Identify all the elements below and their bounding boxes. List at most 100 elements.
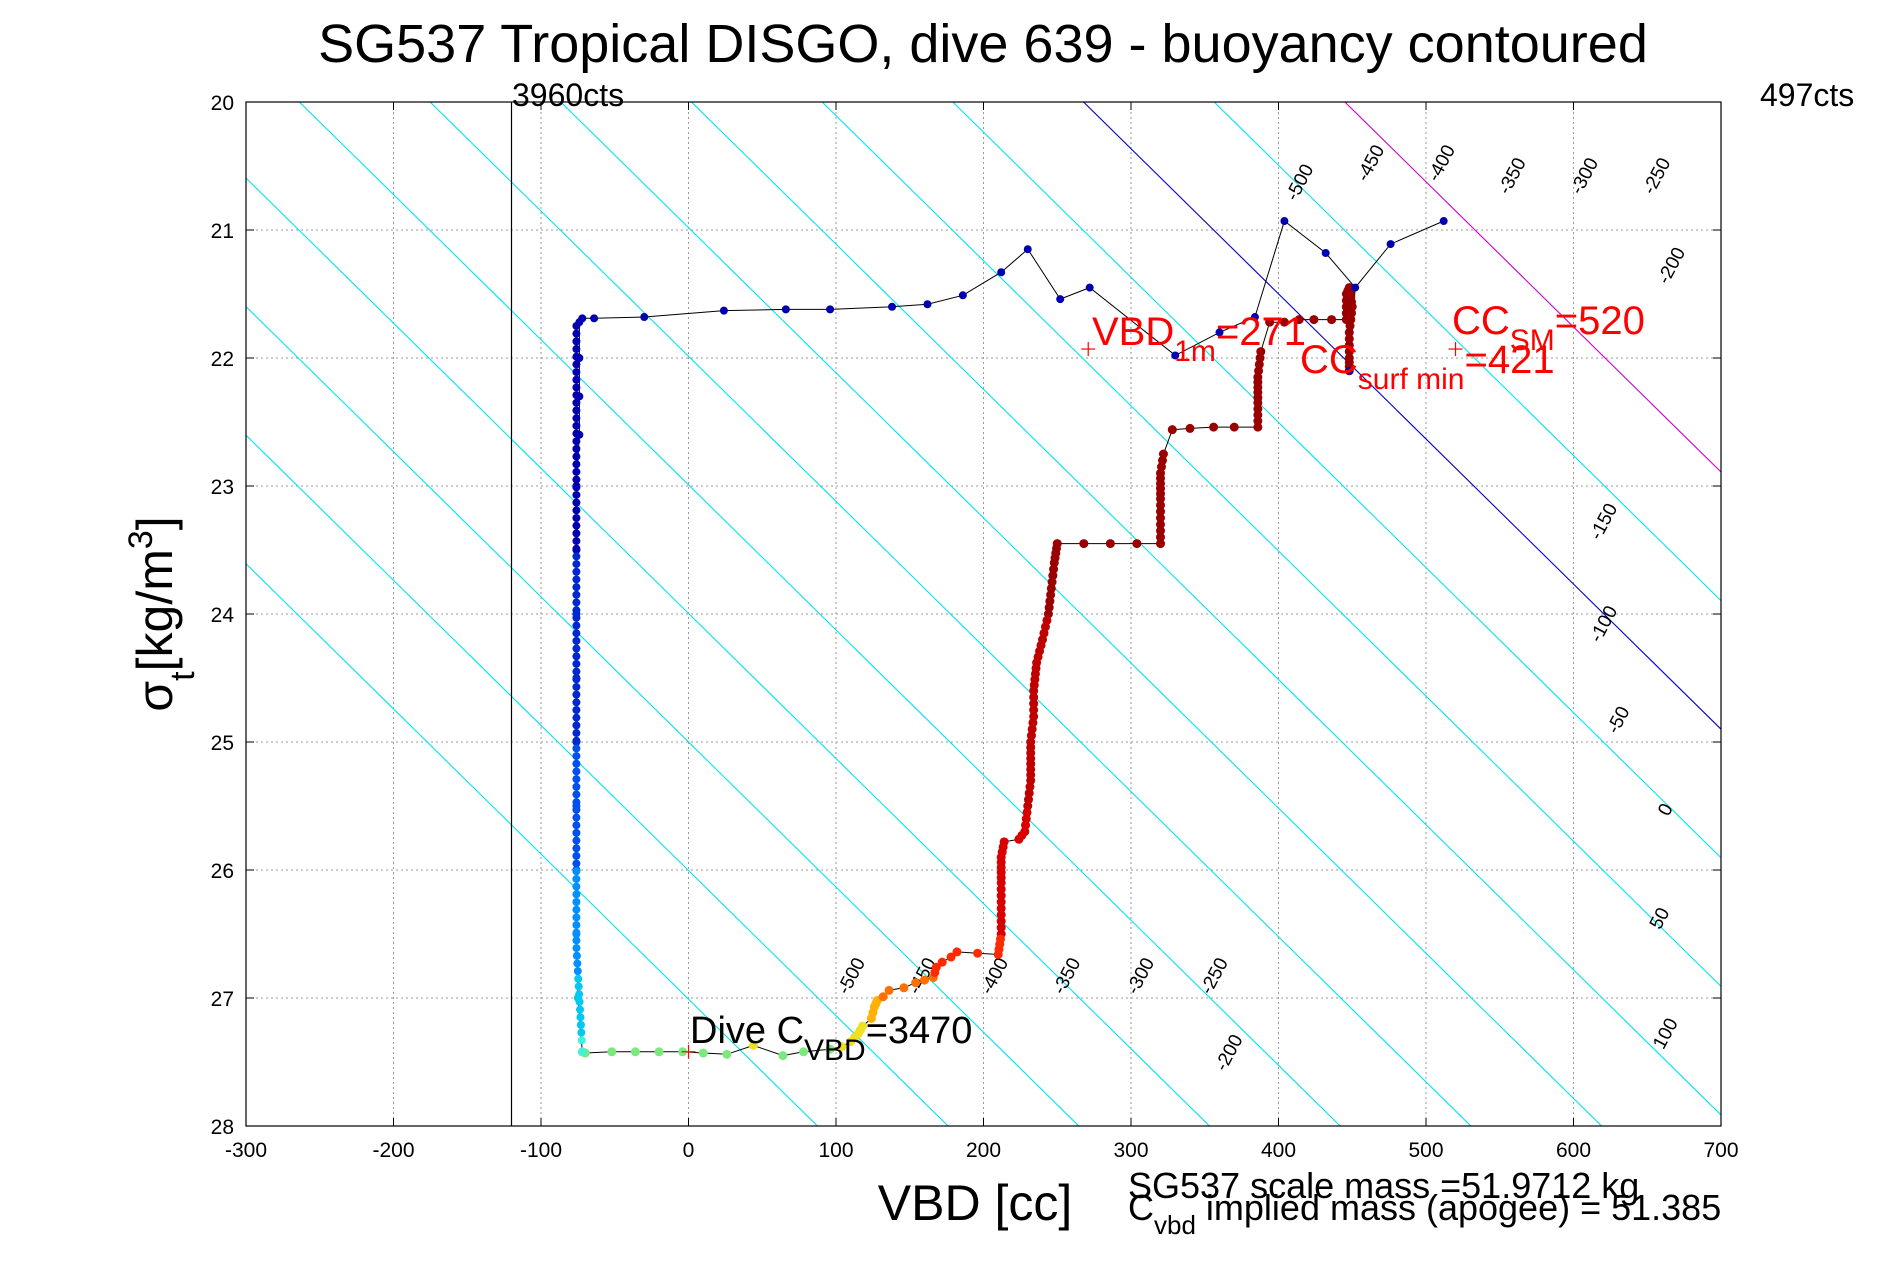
y-tick-label: 25 [211,732,234,755]
climb-point [575,997,584,1006]
descent-point [930,967,940,977]
contour-line [246,434,949,1126]
x-tick-label: 300 [1113,1139,1148,1162]
climb-point [1250,313,1259,322]
cc-sm-annotation: CCSM=520 [1452,299,1645,357]
descent-point [1345,321,1355,331]
descent-point [1157,455,1167,465]
cc-sm-value: =520 [1555,299,1645,343]
contour-line [1082,102,1721,730]
y-axis-label-sup: 3 [122,530,160,549]
cc-surf-main: CC [1300,338,1358,382]
climb-point [958,291,967,300]
climb-point [572,706,581,714]
vbd-1m-sub: 1m [1174,335,1216,368]
climb-point [577,1028,586,1037]
climb-point [572,414,581,423]
descent-point [996,857,1006,867]
vbd-1m-main: VBD [1092,310,1174,354]
implied-sub: vbd [1154,1210,1196,1240]
y-tick-label: 21 [211,220,234,243]
climb-point [572,928,581,937]
dive-c-main: Dive C [690,1010,804,1052]
climb-point [719,306,728,315]
climb-point [997,268,1006,277]
climb-point [572,775,581,784]
contour-line [690,102,1721,1116]
y-tick-label: 20 [211,92,234,115]
descent-point [1017,830,1027,840]
descent-point [1028,718,1038,728]
climb-point [572,490,581,499]
climb-point [572,560,581,569]
descent-point [607,1047,617,1057]
contour-line [298,102,1341,1126]
climb-point [572,337,581,346]
y-axis-label: σt[kg/m3] [122,516,202,711]
descent-point [799,1047,809,1057]
climb-point [572,851,581,860]
descent-point [1132,539,1142,549]
climb-point [1056,295,1065,304]
climb-point [572,736,581,745]
descent-point [1156,519,1165,529]
x-tick-label: 700 [1703,1139,1738,1162]
cc-surf-sub: surf min [1358,363,1465,396]
descent-point [1029,699,1039,709]
contour-line [1213,102,1721,602]
x-tick-label: 200 [966,1139,1001,1162]
descent-point [1344,340,1354,350]
descent-point [998,842,1008,852]
descent-point [996,916,1006,926]
cc-surf-value: =421 [1464,338,1554,382]
descent-point [1156,473,1165,483]
climb-point [572,636,581,645]
climb-point [1085,283,1094,292]
climb-point [572,898,581,906]
descent-point [1185,423,1195,433]
x-tick-label: -300 [225,1139,267,1162]
contour-line [429,102,1472,1126]
climb-point [575,990,584,999]
descent-point [1042,615,1052,625]
climb-point [572,790,581,799]
descent-point [996,903,1006,913]
y-tick-label: 26 [211,860,234,883]
climb-point [572,467,581,476]
climb-point [572,675,581,684]
climb-point [1321,249,1330,258]
descent-point [1265,317,1275,327]
descent-point [868,1008,878,1018]
scale-mass-note: SG537 scale mass =51.9712 kg [1128,1165,1639,1206]
climb-point [572,398,581,407]
climb-point [572,352,581,361]
descent-point [899,983,909,993]
climb-point [572,452,581,461]
descent-point [1156,513,1165,523]
climb-point [572,913,581,922]
descent-point [1294,315,1304,325]
climb-point [572,667,581,676]
descent-point [1052,543,1062,553]
descent-point [837,1042,847,1052]
descent-point [1209,422,1219,432]
implied-rest: implied mass (apogee) = 51.385 [1196,1187,1721,1228]
climb-point [572,767,581,776]
descent-point [1344,347,1354,357]
climb-point [572,936,581,945]
climb-point [576,1013,585,1022]
x-axis-label: VBD [cc] [878,1175,1072,1231]
climb-point [572,698,581,707]
dive-series [572,217,1448,1061]
cc-sm-main: CC [1452,299,1510,343]
descent-point [1229,422,1239,432]
descent-point [1049,564,1059,574]
descent-point [748,1040,758,1050]
dive-c-annotation: Dive CVBD=3470 [690,1010,972,1067]
climb-point [572,345,581,354]
climb-point [574,974,583,983]
climb-point [572,429,581,438]
climb-point [572,951,581,960]
descent-point [630,1047,640,1057]
descent-point [1347,297,1357,307]
